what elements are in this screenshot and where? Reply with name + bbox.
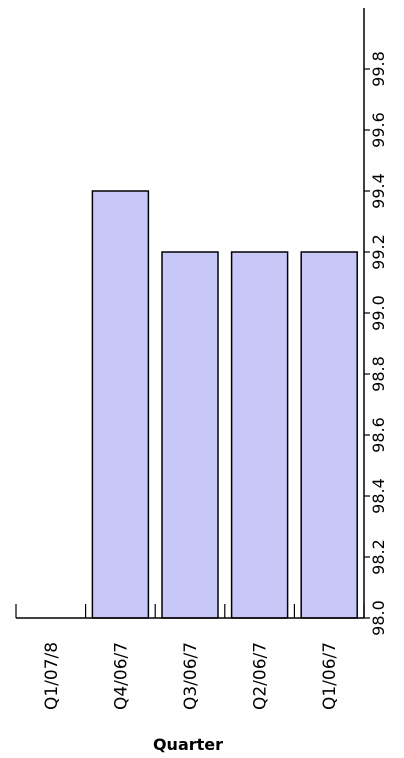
value-tick-label: 99.4: [369, 173, 388, 209]
value-tick-label: 98.4: [369, 478, 388, 514]
x-axis-title: Quarter: [153, 735, 223, 754]
category-label: Q3/06/7: [181, 642, 201, 710]
category-label: Q2/06/7: [251, 642, 271, 710]
category-label: Q4/06/7: [111, 642, 131, 710]
bars-layer: [91, 190, 358, 619]
value-tick-label: 99.6: [369, 112, 388, 148]
value-ticks: 98.0 98.2 98.4 98.6 98.8 99.0 99.2 99.4 99.6 99.8: [364, 51, 388, 636]
bar-q2-06-7: [230, 251, 289, 619]
bar-q3-06-7: [161, 251, 219, 619]
value-tick-label: 98.8: [369, 356, 388, 392]
value-tick-label: 99.0: [369, 295, 388, 331]
value-tick-label: 99.2: [369, 234, 388, 270]
value-tick-label: 98.0: [369, 600, 388, 636]
category-label: Q1/07/8: [42, 642, 62, 710]
bar-q4-06-7: [91, 190, 150, 619]
bar-q1-06-7: [300, 251, 358, 619]
value-tick-label: 98.6: [369, 417, 388, 453]
value-tick-label: 99.8: [369, 51, 388, 87]
category-ticks: Q1/07/8 Q4/06/7 Q3/06/7 Q2/06/7 Q1/06/7: [15, 604, 365, 710]
category-label: Q1/06/7: [320, 642, 340, 710]
value-tick-label: 98.2: [369, 539, 388, 575]
